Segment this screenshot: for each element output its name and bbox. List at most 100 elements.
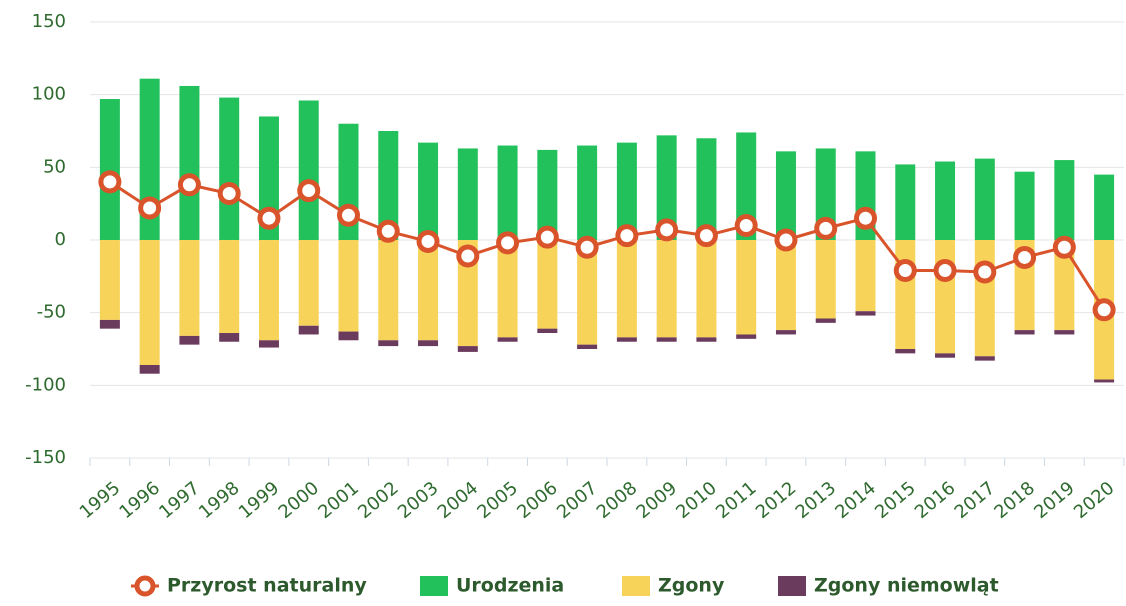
- y-tick-label: 100: [32, 84, 66, 105]
- bar: [1094, 379, 1115, 383]
- x-tick-label: 2012: [752, 478, 801, 524]
- line-marker: [535, 225, 559, 249]
- line-marker: [496, 231, 520, 255]
- bar: [537, 149, 558, 240]
- bar: [815, 318, 836, 323]
- bar: [775, 330, 796, 335]
- x-tick-label: 1997: [155, 478, 204, 524]
- bar: [537, 240, 558, 329]
- x-tick-label: 2009: [632, 478, 681, 524]
- bar: [99, 319, 120, 329]
- x-tick-label: 2007: [553, 478, 602, 524]
- x-tick-label: 2018: [990, 478, 1039, 524]
- bar: [736, 132, 757, 240]
- bar: [974, 158, 995, 240]
- bar: [616, 142, 637, 240]
- bar: [457, 240, 478, 347]
- x-tick-label: 2014: [831, 478, 880, 524]
- bar: [656, 240, 677, 338]
- bar: [497, 240, 518, 338]
- bar: [179, 335, 200, 345]
- bar: [418, 240, 439, 341]
- bar: [616, 240, 637, 338]
- x-tick-label: 2011: [712, 478, 761, 524]
- line-marker: [933, 259, 957, 283]
- y-tick-label: -100: [25, 374, 66, 395]
- y-tick-label: 50: [43, 156, 66, 177]
- line-marker: [217, 181, 241, 205]
- line-marker: [854, 206, 877, 230]
- line-marker: [456, 244, 480, 268]
- bar: [895, 240, 916, 349]
- bar: [696, 138, 717, 240]
- bar: [895, 349, 916, 354]
- bar: [1014, 330, 1035, 335]
- x-tick-label: 2019: [1030, 478, 1079, 524]
- bar: [1054, 160, 1075, 240]
- bar: [974, 356, 995, 361]
- bar: [1054, 330, 1075, 335]
- bar: [815, 148, 836, 240]
- bar: [258, 240, 279, 341]
- x-tick-label: 2001: [314, 478, 363, 524]
- line-marker: [814, 216, 838, 240]
- line-marker: [257, 206, 281, 230]
- x-tick-label: 1998: [195, 478, 244, 524]
- bar: [1094, 174, 1115, 240]
- bar: [139, 240, 160, 365]
- bar: [656, 135, 677, 240]
- x-tick-label: 2017: [951, 478, 1000, 524]
- bar: [696, 240, 717, 338]
- bar: [298, 240, 319, 326]
- line-marker: [893, 259, 917, 283]
- bar: [457, 346, 478, 352]
- bar: [935, 353, 956, 358]
- legend-label: Zgony: [658, 575, 725, 597]
- bar: [577, 344, 598, 349]
- line-marker: [575, 235, 599, 259]
- x-tick-label: 2010: [672, 478, 721, 524]
- y-tick-label: -50: [37, 302, 66, 323]
- line-marker: [337, 203, 360, 227]
- x-tick-label: 2005: [473, 478, 522, 524]
- bar: [497, 337, 518, 342]
- bar: [298, 100, 319, 240]
- x-tick-label: 2016: [911, 478, 960, 524]
- line-marker: [138, 196, 162, 220]
- x-tick-label: 2015: [871, 478, 920, 524]
- bar: [935, 240, 956, 354]
- bar: [258, 340, 279, 348]
- legend-marker: [134, 575, 156, 597]
- bar: [537, 328, 558, 334]
- bar: [935, 161, 956, 240]
- bar: [219, 333, 240, 342]
- bar: [656, 337, 677, 342]
- bar: [1014, 171, 1035, 240]
- legend-swatch: [420, 576, 448, 596]
- line-marker: [655, 218, 679, 242]
- bar: [139, 364, 160, 374]
- bar: [378, 340, 399, 347]
- x-tick-label: 2006: [513, 478, 562, 524]
- line-marker: [376, 219, 400, 243]
- legend-label: Zgony niemowląt: [814, 575, 999, 597]
- bar: [219, 97, 240, 240]
- line-marker: [416, 229, 440, 253]
- line-marker: [297, 179, 321, 203]
- y-tick-label: 0: [55, 229, 66, 250]
- line-marker: [177, 173, 201, 197]
- x-tick-label: 2008: [593, 478, 642, 524]
- x-tick-label: 1999: [235, 478, 284, 524]
- bar: [219, 240, 240, 334]
- bar: [815, 240, 836, 319]
- bar: [418, 142, 439, 240]
- legend-swatch: [778, 576, 806, 596]
- line-marker: [774, 228, 798, 252]
- line-marker: [98, 170, 122, 194]
- bar: [855, 311, 876, 316]
- y-tick-label: 150: [32, 11, 66, 32]
- bar: [855, 240, 876, 312]
- bar: [577, 240, 598, 345]
- bar: [298, 325, 319, 335]
